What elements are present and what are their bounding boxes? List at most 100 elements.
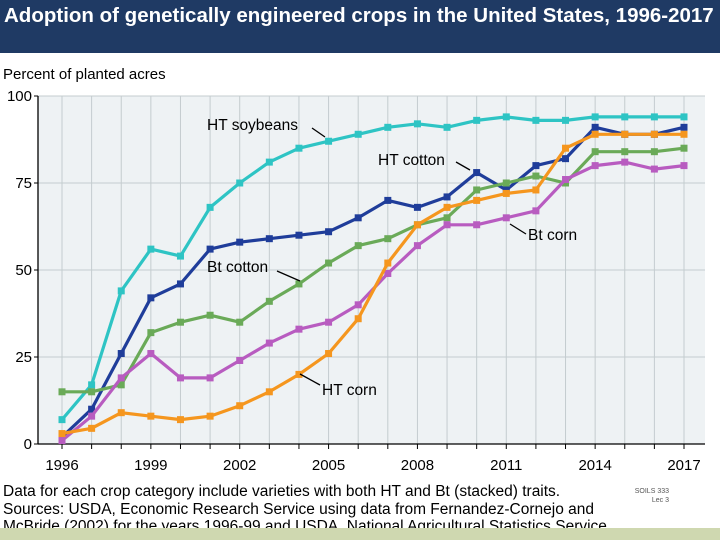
data-point-ht-corn [147, 412, 155, 420]
data-point-bt-corn [591, 162, 599, 170]
slide-label-lecture: Lec 3 [651, 497, 669, 504]
data-point-bt-corn [502, 214, 510, 222]
bottom-band [0, 528, 720, 540]
slide-label: SOILS 333 Lec 3 [623, 487, 669, 505]
data-point-bt-cotton [147, 329, 155, 337]
data-point-ht-cotton [413, 203, 421, 211]
slide-label-course: SOILS 333 [634, 488, 669, 495]
title-bar: Adoption of genetically engineered crops… [0, 0, 720, 53]
y-tick-label: 0 [24, 436, 32, 453]
data-point-bt-corn [58, 437, 66, 445]
annotation-leader-line [311, 127, 326, 138]
data-point-ht-cotton [532, 162, 540, 170]
series-label-ht-corn: HT corn [322, 382, 377, 399]
data-point-ht-soybeans [117, 287, 125, 295]
data-point-bt-cotton [680, 144, 688, 152]
data-point-ht-cotton [473, 169, 481, 177]
data-point-ht-cotton [591, 123, 599, 131]
data-point-ht-cotton [384, 196, 392, 204]
data-point-ht-cotton [88, 405, 96, 413]
data-point-ht-cotton [176, 280, 184, 288]
data-point-ht-corn [354, 315, 362, 323]
data-point-ht-corn [532, 186, 540, 194]
data-point-bt-cotton [176, 318, 184, 326]
data-point-ht-soybeans [236, 179, 244, 187]
data-point-ht-corn [443, 203, 451, 211]
data-point-bt-corn [650, 165, 658, 173]
data-point-ht-corn [88, 424, 96, 432]
data-point-ht-corn [680, 130, 688, 138]
data-point-ht-soybeans [295, 144, 303, 152]
x-tick-label: 2017 [667, 457, 700, 474]
data-point-ht-corn [502, 189, 510, 197]
data-point-bt-cotton [58, 388, 66, 396]
data-point-bt-corn [621, 158, 629, 166]
data-point-bt-cotton [265, 297, 273, 305]
y-tick-label: 25 [15, 349, 32, 366]
data-point-bt-cotton [236, 318, 244, 326]
data-point-ht-soybeans [443, 123, 451, 131]
data-point-ht-corn [473, 196, 481, 204]
series-line-ht-corn [61, 132, 684, 436]
data-point-ht-corn [621, 130, 629, 138]
data-point-bt-cotton [206, 311, 214, 319]
y-tick-label: 75 [15, 175, 32, 192]
data-point-ht-corn [591, 130, 599, 138]
data-point-bt-corn [236, 356, 244, 364]
data-point-ht-corn [265, 388, 273, 396]
data-point-ht-soybeans [265, 158, 273, 166]
data-point-ht-corn [236, 402, 244, 410]
note-line: Sources: USDA, Economic Research Service… [3, 500, 594, 518]
chart-title: Adoption of genetically engineered crops… [4, 4, 714, 27]
data-point-bt-cotton [117, 381, 125, 389]
annotation-leader-line [509, 223, 527, 235]
data-point-bt-cotton [384, 235, 392, 243]
data-point-bt-corn [265, 339, 273, 347]
data-point-ht-soybeans [58, 416, 66, 424]
data-point-bt-cotton [295, 280, 303, 288]
data-point-bt-cotton [650, 148, 658, 156]
data-point-bt-corn [384, 269, 392, 277]
data-point-ht-cotton [265, 235, 273, 243]
data-point-bt-corn [117, 374, 125, 382]
data-point-ht-soybeans [176, 252, 184, 260]
series-label-ht-cotton: HT cotton [378, 152, 445, 169]
data-point-bt-corn [176, 374, 184, 382]
data-point-ht-soybeans [502, 113, 510, 121]
data-point-bt-corn [473, 221, 481, 229]
data-point-ht-cotton [443, 193, 451, 201]
annotation-leader-line [299, 373, 321, 386]
data-point-ht-cotton [325, 228, 333, 236]
data-point-ht-soybeans [413, 120, 421, 128]
data-point-ht-corn [295, 370, 303, 378]
data-point-ht-soybeans [325, 137, 333, 145]
data-point-bt-corn [147, 350, 155, 358]
data-point-ht-cotton [236, 238, 244, 246]
data-point-ht-corn [117, 409, 125, 417]
data-point-ht-soybeans [680, 113, 688, 121]
x-tick-label: 1996 [45, 457, 78, 474]
data-point-bt-cotton [621, 148, 629, 156]
series-label-bt-cotton: Bt cotton [207, 259, 268, 276]
data-point-ht-cotton [680, 123, 688, 131]
x-tick-label: 2011 [490, 457, 522, 474]
data-point-ht-soybeans [621, 113, 629, 121]
data-point-ht-soybeans [532, 116, 540, 124]
data-point-ht-corn [58, 430, 66, 438]
annotation-leader-line [455, 161, 471, 171]
data-point-ht-corn [413, 221, 421, 229]
data-point-bt-corn [562, 176, 570, 184]
x-tick-label: 2014 [578, 457, 611, 474]
data-point-ht-soybeans [562, 116, 570, 124]
data-point-ht-corn [384, 259, 392, 267]
data-point-ht-cotton [147, 294, 155, 302]
data-point-bt-corn [680, 162, 688, 170]
data-point-bt-corn [354, 301, 362, 309]
series-line-ht-soybeans [60, 115, 684, 421]
y-axis-label: Percent of planted acres [3, 66, 166, 83]
data-point-bt-cotton [443, 214, 451, 222]
x-tick-label: 1999 [134, 457, 167, 474]
y-tick-label: 100 [7, 88, 32, 105]
data-point-ht-corn [562, 144, 570, 152]
data-point-ht-corn [650, 130, 658, 138]
